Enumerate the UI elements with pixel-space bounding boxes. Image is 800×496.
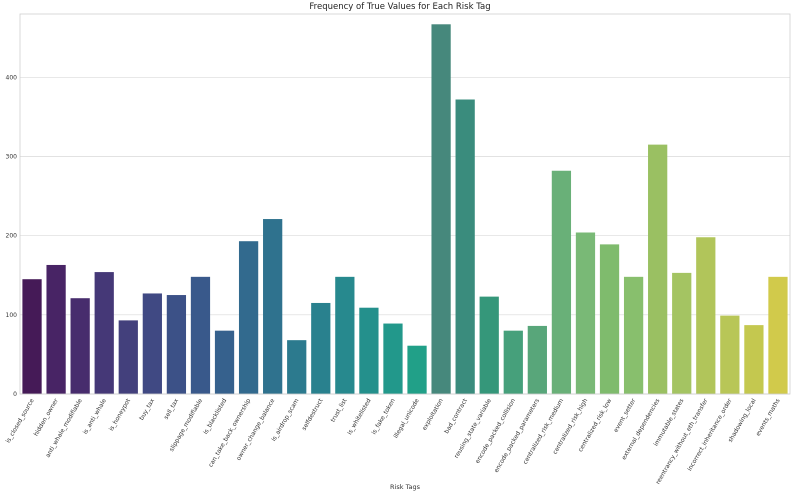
x-tick-label: sell_tax [163,397,181,421]
bar-can-take-back-ownership [238,241,259,394]
bar-is-fake-token [383,323,403,394]
bar-is-airdrop-scam [287,340,307,394]
y-axis: 0 100 200 300 400 [6,74,18,398]
bar-buy-tax [142,293,162,394]
bar-immutable-states [672,272,692,394]
y-tick-label: 0 [13,391,17,398]
x-tick-label: buy_tax [138,397,156,421]
bar-centralized-risk-medium [551,170,572,394]
bar-slippage-modifiable [190,276,211,394]
bar-events-maths [768,276,788,394]
x-tick-label: hidden_owner [33,397,60,437]
bar-is-blacklisted [214,330,235,394]
x-tick-label: can_take_back_ownership [207,397,252,468]
bar-reentrancy-without-eth-transfer [696,237,716,394]
bars [22,24,788,395]
x-tick-label: events_maths [755,398,782,438]
bar-owner-change-balance [263,219,283,394]
chart-title: Frequency of True Values for Each Risk T… [309,2,490,12]
y-tick-label: 100 [6,312,18,319]
x-tick-label: is_blacklisted [202,397,228,435]
x-axis: is_closed_sourcehidden_owneranti_whale_m… [5,397,782,486]
bar-trust-list [335,276,355,394]
x-tick-label: is_closed_source [5,397,36,444]
bar-centralized-risk-high [575,232,596,394]
x-tick-label: is_anti_whale [82,397,108,435]
y-tick-label: 200 [6,233,18,240]
bar-is-anti-whale [94,272,114,394]
x-tick-label: is_whitelisted [346,397,372,436]
x-tick-label: exploitation [421,397,445,431]
bar-sell-tax [166,295,187,394]
bar-event-setter [623,276,644,394]
x-tick-label: is_fake_token [370,397,396,436]
y-tick-label: 300 [6,154,18,161]
bar-centralized-risk-low [599,244,620,394]
x-tick-label: illegal_unicode [392,397,421,439]
bar-external-dependencies [648,144,668,394]
bar-encode-packed-parameters [527,325,547,394]
bar-shadowing-local [744,325,764,394]
bar-incorrect-inheritance-order [720,315,740,394]
bar-illegal-unicode [407,345,427,394]
x-tick-label: incorrect_inheritance_order [686,397,734,472]
bar-encode-packed-collision [503,330,523,394]
x-tick-label: is_airdrop_scam [270,397,300,442]
bar-is-honeypot [118,320,138,394]
x-tick-label: encode_packed_parameters [493,398,541,475]
x-tick-label: selfdestruct [301,397,325,432]
plot-frame [19,13,791,395]
y-tick-label: 400 [6,74,18,81]
bar-hidden-owner [46,264,66,394]
bar-reusing-state-variable [479,296,499,394]
x-tick-label: event_setter [612,397,637,434]
bar-anti-whale-modifiable [70,298,90,394]
x-axis-label: Risk Tags [390,483,421,491]
bar-selfdestruct [311,302,331,394]
x-tick-label: is_honeypot [108,397,132,432]
bar-is-whitelisted [359,307,379,394]
bar-is-closed-source [22,279,42,394]
x-tick-label: bad_contract [443,397,469,435]
bar-exploitation [431,24,451,395]
x-tick-label: trust_list [330,397,349,424]
bar-bad-contract [455,99,475,394]
